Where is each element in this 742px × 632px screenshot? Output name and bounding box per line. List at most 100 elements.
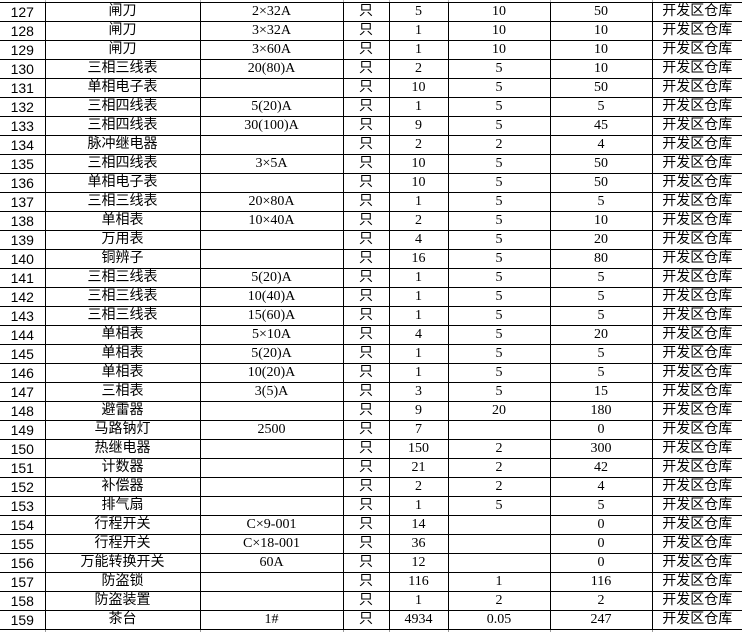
- cell-item-name[interactable]: 万能转换开关: [44, 553, 201, 573]
- cell-specification[interactable]: [199, 249, 344, 269]
- cell-specification[interactable]: [199, 78, 344, 98]
- cell-specification[interactable]: [199, 230, 344, 250]
- cell-warehouse[interactable]: 开发区仓库: [651, 287, 742, 307]
- cell-warehouse[interactable]: 开发区仓库: [651, 477, 742, 497]
- cell-unit[interactable]: 只: [342, 515, 390, 535]
- cell-row-number[interactable]: 136: [0, 173, 46, 193]
- cell-quantity[interactable]: 1: [388, 306, 449, 326]
- cell-specification[interactable]: [199, 401, 344, 421]
- cell-item-name[interactable]: 行程开关: [44, 534, 201, 554]
- cell-row-number[interactable]: 134: [0, 135, 46, 155]
- cell-row-number[interactable]: 159: [0, 610, 46, 630]
- cell-warehouse[interactable]: 开发区仓库: [651, 553, 742, 573]
- cell-quantity[interactable]: 1: [388, 496, 449, 516]
- cell-unit-price[interactable]: [447, 420, 551, 440]
- cell-warehouse[interactable]: 开发区仓库: [651, 21, 742, 41]
- cell-row-number[interactable]: 128: [0, 21, 46, 41]
- cell-total-amount[interactable]: 45: [549, 116, 653, 136]
- cell-specification[interactable]: 5×10A: [199, 325, 344, 345]
- cell-unit[interactable]: 只: [342, 382, 390, 402]
- cell-warehouse[interactable]: 开发区仓库: [651, 192, 742, 212]
- cell-unit-price[interactable]: 5: [447, 192, 551, 212]
- cell-specification[interactable]: C×18-001: [199, 534, 344, 554]
- cell-specification[interactable]: [199, 496, 344, 516]
- cell-unit[interactable]: 只: [342, 420, 390, 440]
- cell-unit[interactable]: 只: [342, 325, 390, 345]
- cell-specification[interactable]: [199, 439, 344, 459]
- cell-item-name[interactable]: 三相三线表: [44, 59, 201, 79]
- cell-quantity[interactable]: 1: [388, 40, 449, 60]
- cell-item-name[interactable]: 三相表: [44, 382, 201, 402]
- cell-warehouse[interactable]: 开发区仓库: [651, 439, 742, 459]
- cell-quantity[interactable]: 1: [388, 287, 449, 307]
- cell-item-name[interactable]: 铜辨子: [44, 249, 201, 269]
- cell-row-number[interactable]: 151: [0, 458, 46, 478]
- cell-row-number[interactable]: 145: [0, 344, 46, 364]
- cell-unit-price[interactable]: 5: [447, 97, 551, 117]
- cell-unit[interactable]: 只: [342, 211, 390, 231]
- cell-row-number[interactable]: 144: [0, 325, 46, 345]
- cell-specification[interactable]: 2500: [199, 420, 344, 440]
- cell-warehouse[interactable]: 开发区仓库: [651, 78, 742, 98]
- cell-specification[interactable]: 20(80)A: [199, 59, 344, 79]
- cell-unit[interactable]: 只: [342, 287, 390, 307]
- cell-specification[interactable]: C×9-001: [199, 515, 344, 535]
- cell-warehouse[interactable]: 开发区仓库: [651, 534, 742, 554]
- cell-total-amount[interactable]: 42: [549, 458, 653, 478]
- cell-unit-price[interactable]: 5: [447, 249, 551, 269]
- cell-item-name[interactable]: 单相表: [44, 344, 201, 364]
- cell-row-number[interactable]: 140: [0, 249, 46, 269]
- cell-unit[interactable]: 只: [342, 458, 390, 478]
- cell-unit-price[interactable]: 5: [447, 268, 551, 288]
- cell-total-amount[interactable]: 4: [549, 477, 653, 497]
- cell-item-name[interactable]: 防盗锁: [44, 572, 201, 592]
- cell-item-name[interactable]: 单相电子表: [44, 78, 201, 98]
- cell-unit[interactable]: 只: [342, 591, 390, 611]
- cell-item-name[interactable]: 茶台: [44, 610, 201, 630]
- cell-unit[interactable]: 只: [342, 192, 390, 212]
- cell-quantity[interactable]: 14: [388, 515, 449, 535]
- cell-row-number[interactable]: 143: [0, 306, 46, 326]
- cell-item-name[interactable]: 万用表: [44, 230, 201, 250]
- cell-item-name[interactable]: 热继电器: [44, 439, 201, 459]
- cell-unit-price[interactable]: 2: [447, 477, 551, 497]
- cell-unit-price[interactable]: 5: [447, 78, 551, 98]
- cell-quantity[interactable]: 2: [388, 135, 449, 155]
- cell-specification[interactable]: 1#: [199, 610, 344, 630]
- cell-warehouse[interactable]: 开发区仓库: [651, 135, 742, 155]
- cell-total-amount[interactable]: 15: [549, 382, 653, 402]
- cell-total-amount[interactable]: 10: [549, 40, 653, 60]
- cell-warehouse[interactable]: 开发区仓库: [651, 249, 742, 269]
- cell-total-amount[interactable]: 5: [549, 192, 653, 212]
- cell-specification[interactable]: 5(20)A: [199, 97, 344, 117]
- cell-item-name[interactable]: 防盗装置: [44, 591, 201, 611]
- cell-row-number[interactable]: 135: [0, 154, 46, 174]
- cell-quantity[interactable]: 4: [388, 230, 449, 250]
- cell-unit-price[interactable]: 20: [447, 401, 551, 421]
- cell-total-amount[interactable]: 5: [549, 306, 653, 326]
- cell-warehouse[interactable]: 开发区仓库: [651, 40, 742, 60]
- cell-quantity[interactable]: 116: [388, 572, 449, 592]
- cell-row-number[interactable]: 131: [0, 78, 46, 98]
- cell-total-amount[interactable]: 20: [549, 325, 653, 345]
- cell-specification[interactable]: 5(20)A: [199, 344, 344, 364]
- cell-total-amount[interactable]: 5: [549, 268, 653, 288]
- cell-row-number[interactable]: 155: [0, 534, 46, 554]
- cell-unit[interactable]: 只: [342, 268, 390, 288]
- cell-specification[interactable]: [199, 572, 344, 592]
- cell-item-name[interactable]: 单相表: [44, 325, 201, 345]
- cell-specification[interactable]: 10(40)A: [199, 287, 344, 307]
- cell-quantity[interactable]: 1: [388, 268, 449, 288]
- cell-unit-price[interactable]: 5: [447, 154, 551, 174]
- cell-total-amount[interactable]: 5: [549, 344, 653, 364]
- cell-total-amount[interactable]: 50: [549, 2, 653, 22]
- cell-specification[interactable]: 2×32A: [199, 2, 344, 22]
- cell-warehouse[interactable]: 开发区仓库: [651, 344, 742, 364]
- cell-unit[interactable]: 只: [342, 116, 390, 136]
- cell-total-amount[interactable]: 10: [549, 211, 653, 231]
- cell-row-number[interactable]: 139: [0, 230, 46, 250]
- cell-item-name[interactable]: 闸刀: [44, 40, 201, 60]
- cell-unit-price[interactable]: 5: [447, 344, 551, 364]
- cell-item-name[interactable]: 单相表: [44, 363, 201, 383]
- cell-unit[interactable]: 只: [342, 135, 390, 155]
